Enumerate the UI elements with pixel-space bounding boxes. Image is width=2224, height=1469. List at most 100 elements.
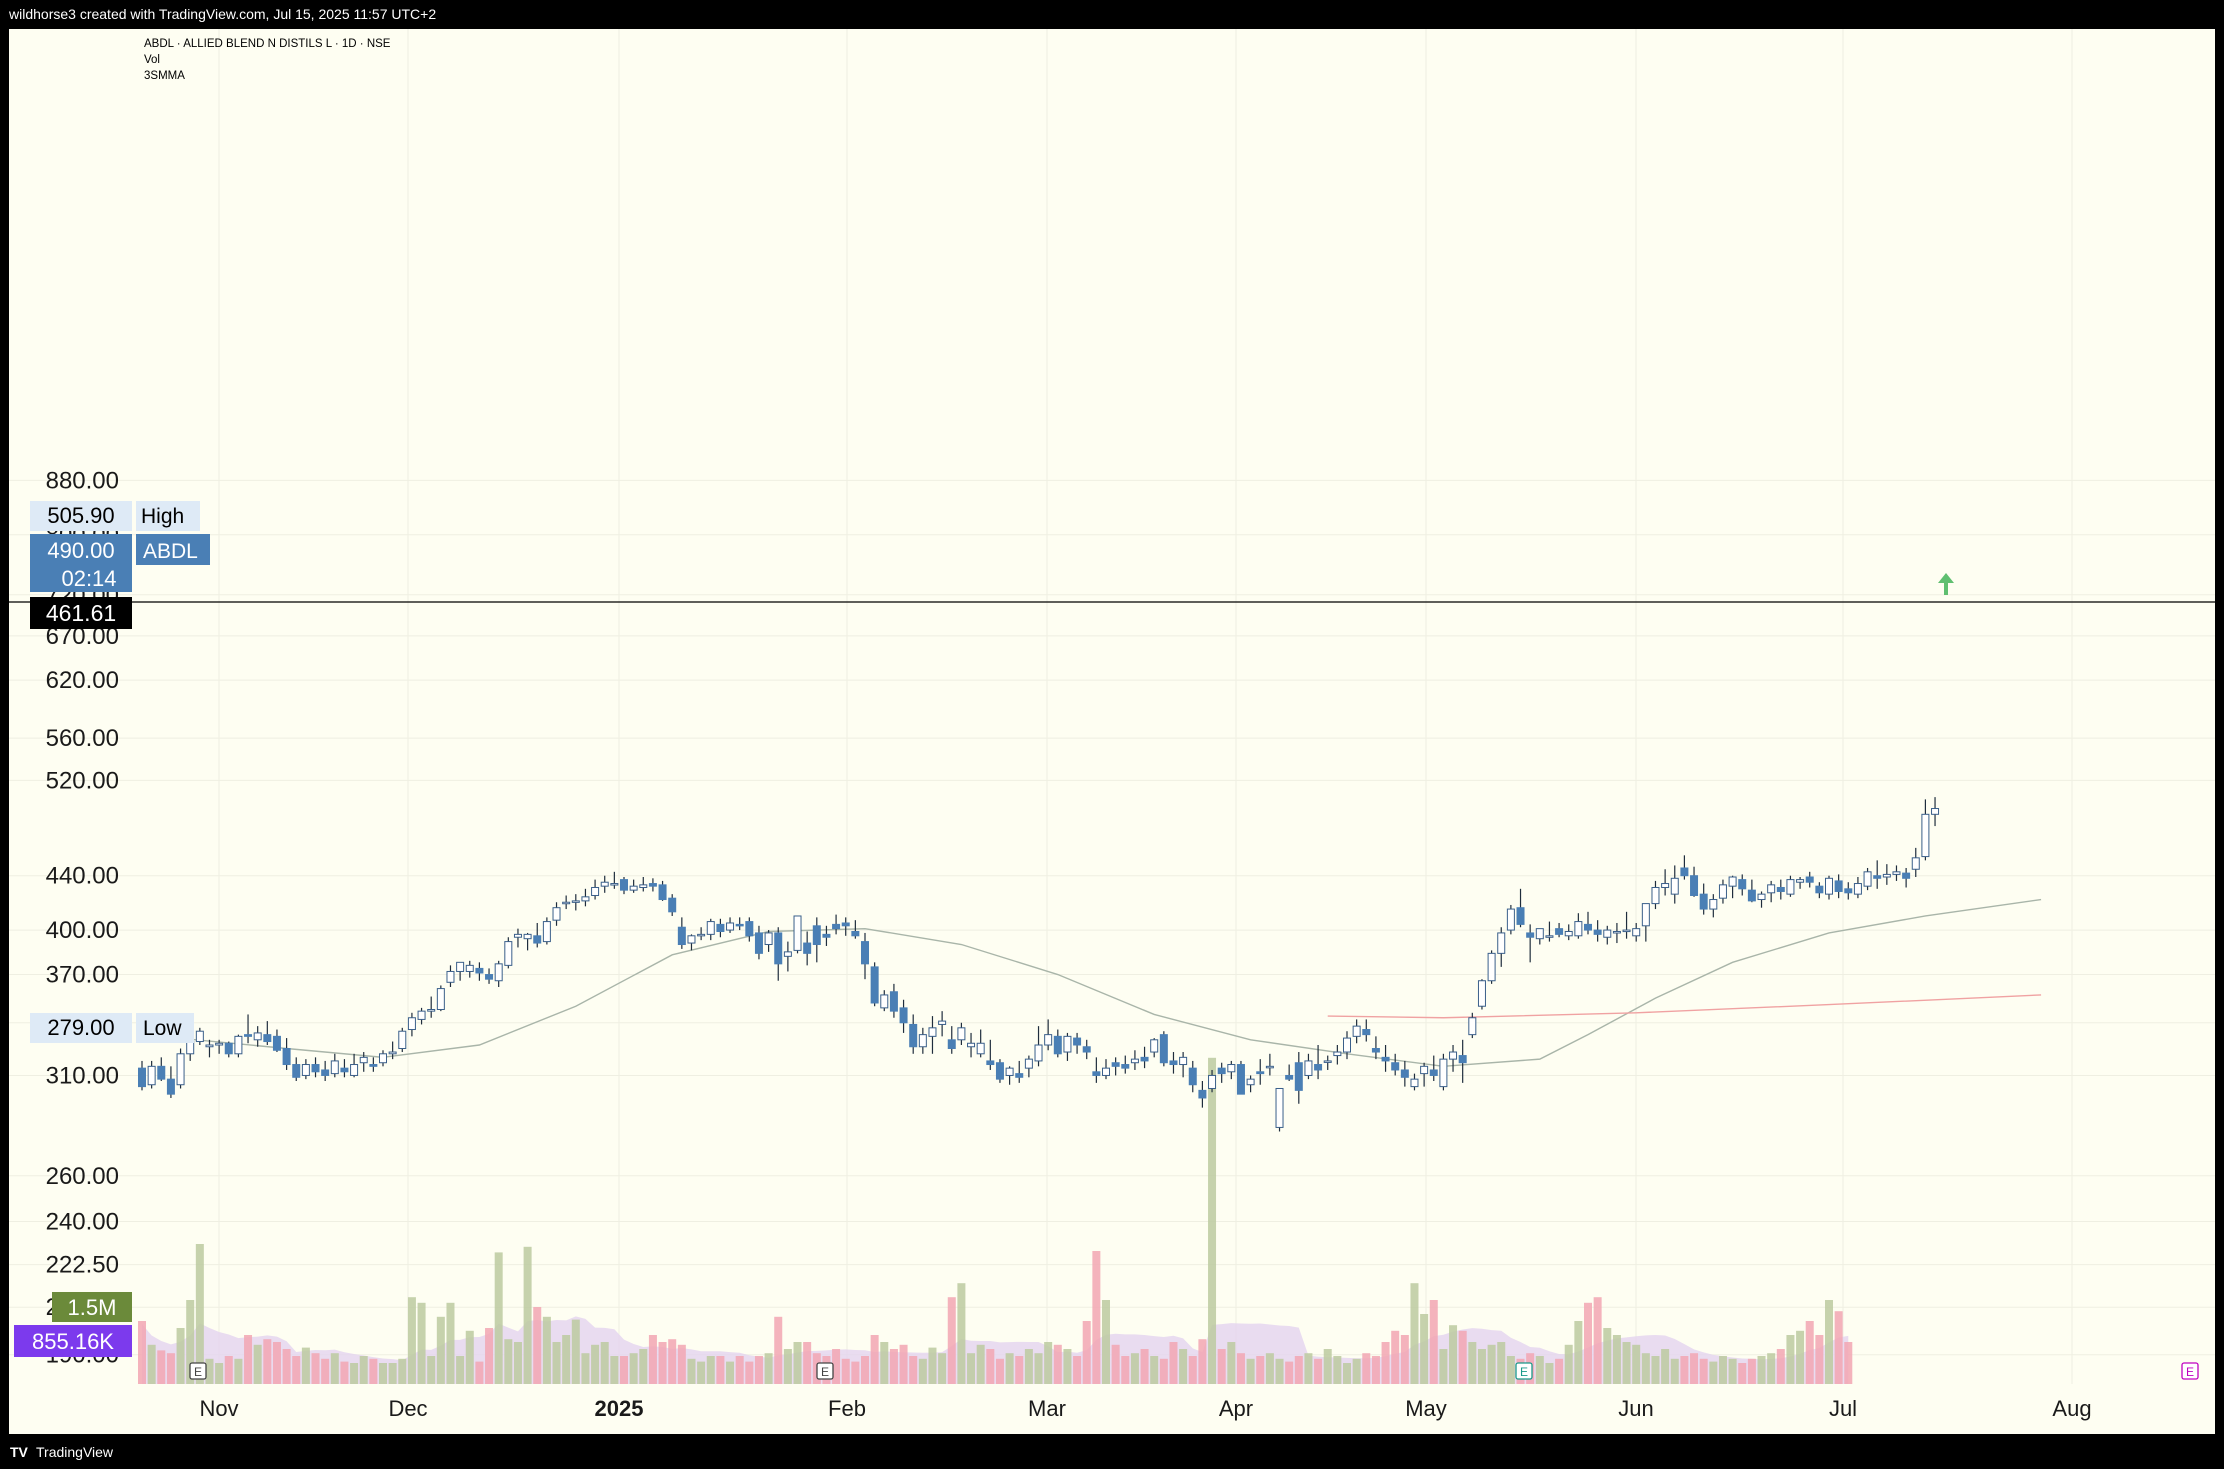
candle-body xyxy=(485,974,494,980)
low-badge: 279.00 Low xyxy=(30,1013,194,1043)
candle xyxy=(726,917,735,933)
candle-body xyxy=(1092,1071,1101,1076)
candle xyxy=(1053,1029,1062,1058)
volume-bar xyxy=(1680,1356,1689,1384)
earnings-marker[interactable]: E xyxy=(189,1362,207,1380)
candle-body xyxy=(1265,1065,1274,1069)
volume-bar xyxy=(1574,1321,1583,1384)
volume-bar xyxy=(1343,1363,1351,1384)
candle xyxy=(253,1026,262,1047)
candle-body xyxy=(1603,929,1612,938)
earnings-marker[interactable]: E xyxy=(816,1362,834,1380)
candle xyxy=(417,1007,426,1025)
candle-body xyxy=(253,1032,262,1041)
volume-bar xyxy=(427,1356,436,1384)
candle-body xyxy=(1574,921,1583,937)
volume-bar xyxy=(851,1361,860,1384)
candle xyxy=(1882,864,1891,885)
candle xyxy=(1574,913,1583,939)
cursor-price-value: 461.61 xyxy=(46,600,116,626)
svg-text:E: E xyxy=(821,1365,829,1379)
price-chart[interactable]: 880.00800.00720.00670.00620.00560.00520.… xyxy=(9,29,2215,1434)
volume-bar xyxy=(1439,1349,1448,1384)
earnings-marker[interactable]: E xyxy=(1515,1362,1533,1380)
candle xyxy=(1304,1053,1313,1080)
candle-body xyxy=(186,1041,195,1055)
candle-body xyxy=(1834,880,1843,892)
candle-body xyxy=(388,1051,397,1055)
candle-body xyxy=(716,923,725,932)
candle xyxy=(1468,1012,1477,1039)
legend-symbol: ABDL · ALLIED BLEND N DISTILS L · 1D · N… xyxy=(144,38,391,50)
candle xyxy=(1159,1031,1168,1067)
candle xyxy=(1352,1019,1361,1044)
volume-bar xyxy=(1391,1330,1400,1384)
candle xyxy=(1429,1055,1438,1082)
volume-bar xyxy=(1670,1358,1679,1384)
candle xyxy=(1024,1055,1033,1078)
legend-ma: 3SMMA xyxy=(144,70,185,82)
candle xyxy=(244,1014,253,1044)
volume-bar xyxy=(754,1356,763,1384)
candle-body xyxy=(1121,1064,1130,1069)
candle-body xyxy=(1863,871,1872,887)
volume-bar xyxy=(764,1353,773,1384)
candle xyxy=(1612,922,1621,944)
volume-bar xyxy=(1661,1349,1670,1384)
candle-body xyxy=(1111,1062,1120,1067)
candle-body xyxy=(976,1042,985,1055)
candle-body xyxy=(272,1035,281,1051)
volume-bar xyxy=(1593,1297,1602,1384)
candle-body xyxy=(138,1067,146,1088)
candle xyxy=(138,1060,146,1091)
candle xyxy=(272,1029,281,1053)
volume-bar xyxy=(1130,1353,1139,1384)
candle-body xyxy=(1314,1064,1323,1071)
candle-body xyxy=(1545,935,1554,938)
candle xyxy=(1082,1039,1091,1060)
candle-body xyxy=(494,963,503,982)
candle-body xyxy=(571,900,580,903)
volume-bar xyxy=(369,1358,378,1384)
candle xyxy=(1622,911,1631,939)
candle-body xyxy=(166,1078,175,1095)
low-label: Low xyxy=(143,1017,182,1040)
volume-bar xyxy=(263,1339,272,1384)
candle-body xyxy=(1294,1062,1303,1091)
volume-bar xyxy=(1564,1344,1573,1384)
candle-body xyxy=(1063,1035,1072,1053)
chart-frame[interactable]: 880.00800.00720.00670.00620.00560.00520.… xyxy=(9,29,2215,1434)
candle-body xyxy=(764,932,773,946)
candle xyxy=(542,917,551,945)
volume-bar xyxy=(832,1349,841,1384)
volume-bar xyxy=(475,1361,484,1384)
candle-body xyxy=(157,1065,166,1080)
tradingview-logo-icon: TV xyxy=(10,1444,28,1460)
candle xyxy=(1728,875,1737,899)
candle-body xyxy=(533,935,542,944)
candle-body xyxy=(832,923,841,930)
header-text: wildhorse3 created with TradingView.com,… xyxy=(9,6,437,22)
volume-bar xyxy=(1246,1358,1255,1384)
candle-body xyxy=(1246,1078,1255,1086)
volume-bar xyxy=(735,1356,744,1384)
candle xyxy=(359,1052,368,1072)
candle xyxy=(282,1038,291,1070)
candle xyxy=(1641,903,1650,942)
x-tick-label: Feb xyxy=(828,1396,866,1421)
candle-body xyxy=(552,907,561,921)
candle-body xyxy=(1169,1060,1178,1066)
candle-body xyxy=(436,988,445,1011)
volume-bar xyxy=(986,1349,995,1384)
candle xyxy=(379,1050,387,1067)
volume-bar xyxy=(388,1363,397,1384)
volume-ma-value: 855.16K xyxy=(32,1329,114,1354)
volume-bar xyxy=(359,1356,368,1384)
candle-body xyxy=(1680,867,1689,877)
volume-bar xyxy=(880,1342,889,1384)
volume-bar xyxy=(1275,1358,1284,1384)
candle xyxy=(1873,860,1882,889)
earnings-marker[interactable]: E xyxy=(2181,1362,2199,1380)
candle xyxy=(1073,1032,1082,1054)
